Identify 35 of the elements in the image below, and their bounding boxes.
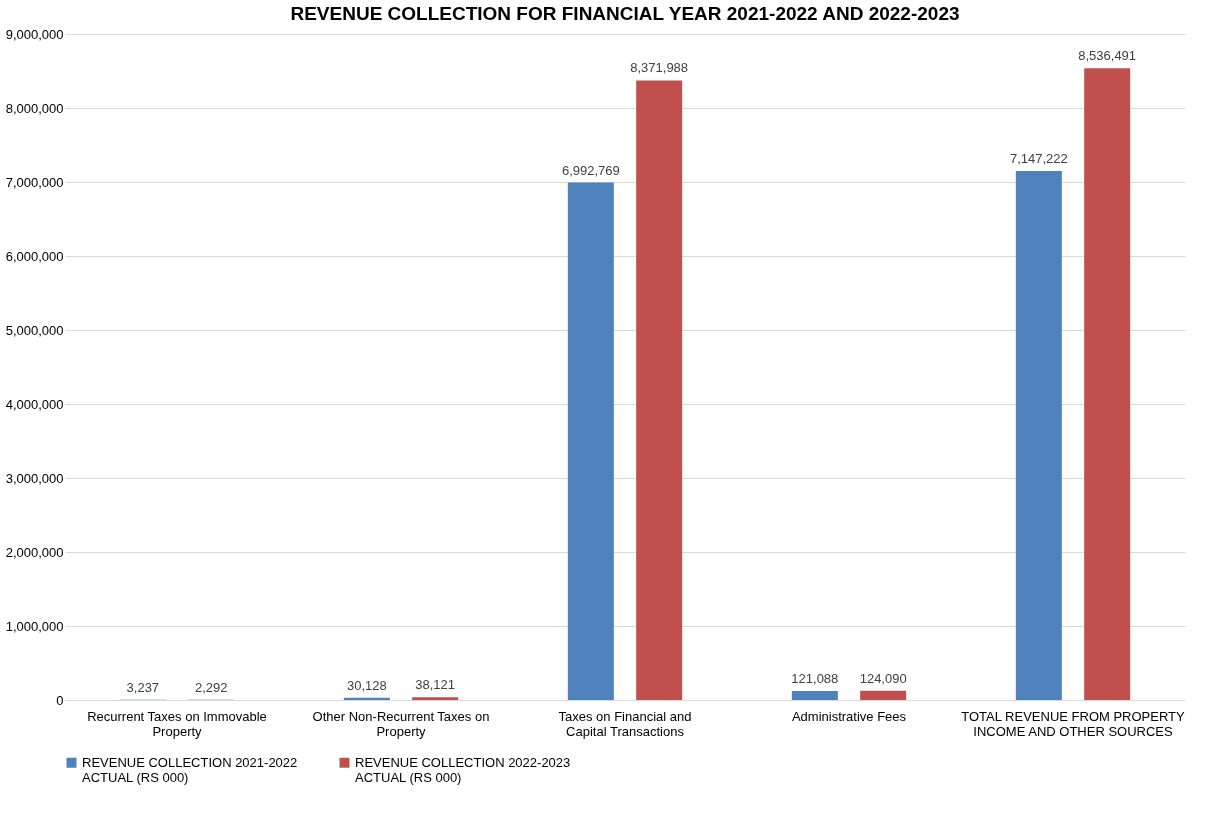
data-label: 124,090 (859, 670, 907, 686)
x-tick-label: TOTAL REVENUE FROM PROPERTY INCOME AND OTHER SOURCES (961, 708, 1186, 739)
y-tick-label: 7,000,000 (5, 174, 64, 190)
data-label: 30,128 (346, 677, 387, 693)
data-label: 38,121 (415, 677, 456, 693)
x-tick-label: Other Non-Recurrent Taxes on Property (312, 708, 490, 739)
y-tick-label: 5,000,000 (5, 322, 64, 338)
data-label: 6,992,769 (561, 162, 620, 178)
y-tick-label: 9,000,000 (5, 26, 64, 42)
data-label: 7,147,222 (1009, 151, 1068, 167)
y-tick-label: 2,000,000 (5, 544, 64, 560)
legend-label: REVENUE COLLECTION 2021-2022 ACTUAL (RS 000) (82, 754, 298, 785)
data-label: 3,237 (126, 679, 160, 695)
bar (1015, 171, 1062, 700)
y-tick-label: 3,000,000 (5, 470, 64, 486)
bar (1084, 68, 1131, 700)
data-label: 8,536,491 (1078, 48, 1137, 64)
bar (636, 80, 683, 700)
bar (412, 697, 459, 700)
x-tick-label: Taxes on Financial and Capital Transactions (558, 708, 692, 739)
bar (860, 690, 907, 700)
y-tick-label: 4,000,000 (5, 396, 64, 412)
legend-label: REVENUE COLLECTION 2022-2023 ACTUAL (RS 000) (355, 754, 571, 785)
y-tick-label: 6,000,000 (5, 248, 64, 264)
data-label: 121,088 (791, 671, 839, 687)
x-tick-label: Administrative Fees (791, 708, 907, 724)
chart-title: REVENUE COLLECTION FOR FINANCIAL YEAR 2021-2022 AND 2022-2023 (290, 3, 960, 24)
x-tick-label: Recurrent Taxes on Immovable Property (87, 708, 267, 739)
y-tick-label: 8,000,000 (5, 100, 64, 116)
data-label: 2,292 (194, 679, 228, 695)
y-tick-label: 1,000,000 (5, 618, 64, 634)
bar (791, 691, 838, 700)
bar (567, 182, 614, 700)
y-tick-label: 0 (56, 692, 64, 708)
data-label: 8,371,988 (630, 60, 689, 76)
